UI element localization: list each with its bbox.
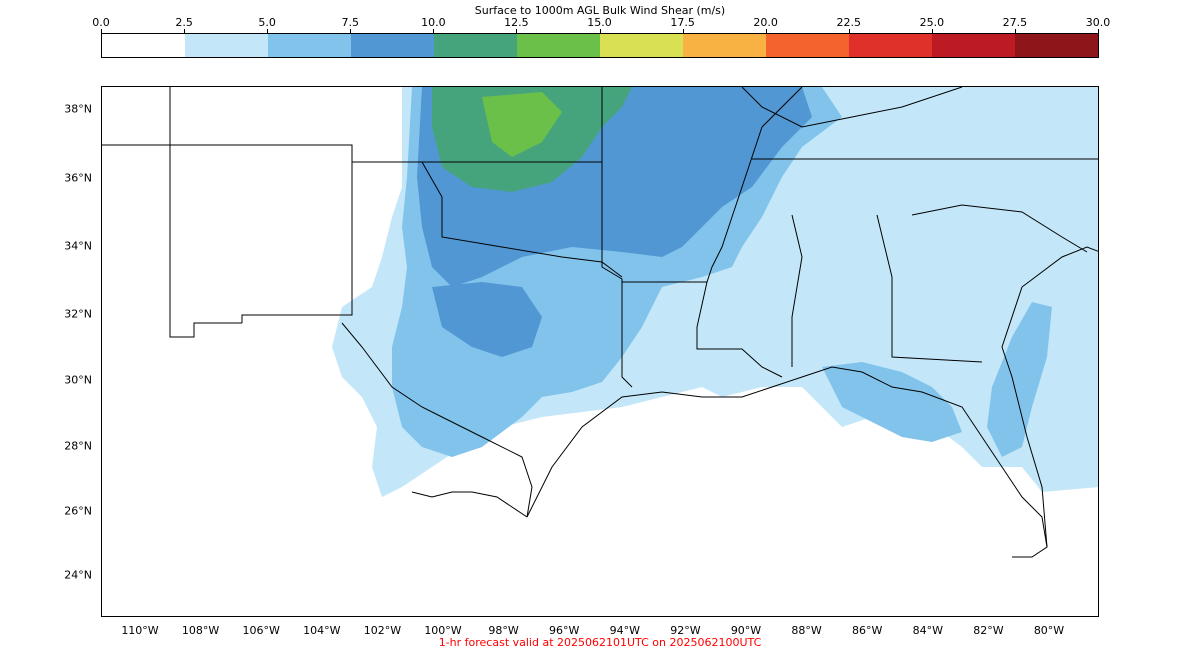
- colorbar-tick-mark: [184, 29, 186, 33]
- colorbar-tick-mark: [931, 29, 933, 33]
- coastline-gulf: [341, 322, 1048, 558]
- colorbar-tick-label: 17.5: [670, 16, 695, 29]
- colorbar-swatch: [185, 34, 268, 57]
- latitude-label: 36°N: [64, 171, 92, 185]
- longitude-label: 82°W: [973, 624, 1004, 637]
- colorbar-tick-label: 5.0: [258, 16, 276, 29]
- colorbar-tick-label: 20.0: [753, 16, 778, 29]
- longitude-label: 84°W: [912, 624, 943, 637]
- colorbar-tick-label: 30.0: [1085, 16, 1111, 29]
- map-frame: [101, 86, 1099, 617]
- colorbar: [101, 33, 1099, 58]
- forecast-footer: 1-hr forecast valid at 2025062101UTC on …: [438, 636, 762, 649]
- state-border-tx-la: [601, 162, 633, 388]
- latitude-label: 38°N: [64, 102, 92, 116]
- state-border-ga-sc: [911, 204, 1088, 253]
- colorbar-swatch: [102, 34, 185, 57]
- longitude-label: 104°W: [303, 624, 341, 637]
- longitude-label: 94°W: [609, 624, 640, 637]
- longitude-label: 106°W: [242, 624, 280, 637]
- longitude-label: 90°W: [730, 624, 762, 637]
- latitude-label: 28°N: [64, 439, 92, 453]
- colorbar-tick-mark: [1098, 29, 1099, 33]
- shear-band-5-7-5-se: [822, 362, 962, 442]
- shear-band-7-5-10-sw: [432, 282, 542, 357]
- colorbar-title: Surface to 1000m AGL Bulk Wind Shear (m/…: [474, 4, 726, 17]
- longitude-label: 100°W: [424, 624, 462, 637]
- colorbar-tick-mark: [433, 29, 435, 33]
- shear-band-5-7-5-fl: [987, 302, 1052, 457]
- colorbar-swatch: [932, 34, 1015, 57]
- state-border-ar-la: [622, 87, 803, 283]
- colorbar-tick-label: 7.5: [341, 16, 360, 29]
- longitude-label: 108°W: [181, 624, 220, 637]
- latitude-label: 24°N: [64, 568, 92, 582]
- colorbar-tick-mark: [765, 29, 767, 33]
- boundaries: [102, 87, 1098, 558]
- coastline-atlantic: [1001, 246, 1098, 548]
- longitude-label: 98°W: [488, 624, 519, 637]
- state-border-ms-al: [696, 214, 983, 378]
- colorbar-tick-label: 22.5: [836, 16, 862, 29]
- colorbar-swatch: [351, 34, 434, 57]
- colorbar-swatch: [434, 34, 517, 57]
- colorbar-tick-mark: [599, 29, 601, 33]
- longitude-label: 88°W: [791, 624, 822, 637]
- colorbar-tick-mark: [848, 29, 850, 33]
- longitude-label: 102°W: [363, 624, 402, 637]
- colorbar-swatch: [517, 34, 600, 57]
- colorbar-swatch: [1015, 34, 1098, 57]
- shear-band-12-5-15: [482, 92, 562, 157]
- colorbar-swatch: [849, 34, 932, 57]
- colorbar-tick-mark: [516, 29, 518, 33]
- colorbar-tick-label: 15.0: [587, 16, 612, 29]
- longitude-label: 110°W: [121, 624, 159, 637]
- colorbar-swatch: [268, 34, 351, 57]
- colorbar-tick-label: 0.0: [92, 16, 110, 29]
- colorbar-swatch: [766, 34, 849, 57]
- state-border-ok-tx: [241, 161, 623, 323]
- state-border-co-nm: [169, 87, 242, 338]
- latitude-label: 34°N: [64, 239, 92, 253]
- colorbar-tick-label: 10.0: [421, 16, 446, 29]
- colorbar-swatch: [683, 34, 766, 57]
- colorbar-tick-label: 2.5: [175, 16, 193, 29]
- longitude-label: 86°W: [852, 624, 883, 637]
- colorbar-swatch: [600, 34, 683, 57]
- longitude-label: 92°W: [670, 624, 701, 637]
- longitude-label: 80°W: [1033, 624, 1065, 637]
- colorbar-tick-mark: [101, 29, 102, 33]
- state-border-ky: [741, 87, 963, 128]
- shear-field: [332, 87, 1098, 497]
- map-canvas: [102, 87, 1098, 558]
- latitude-label: 32°N: [64, 307, 92, 321]
- state-border-north-west: [102, 87, 603, 163]
- colorbar-tick-mark: [267, 29, 269, 33]
- colorbar-tick-label: 12.5: [504, 16, 529, 29]
- colorbar-tick-label: 25.0: [919, 16, 945, 29]
- colorbar-tick-mark: [1014, 29, 1016, 33]
- colorbar-tick-label: 27.5: [1002, 16, 1028, 29]
- longitude-label: 96°W: [549, 624, 580, 637]
- colorbar-tick-mark: [682, 29, 684, 33]
- latitude-label: 26°N: [64, 504, 92, 518]
- latitude-label: 30°N: [64, 373, 92, 387]
- colorbar-tick-mark: [350, 29, 352, 33]
